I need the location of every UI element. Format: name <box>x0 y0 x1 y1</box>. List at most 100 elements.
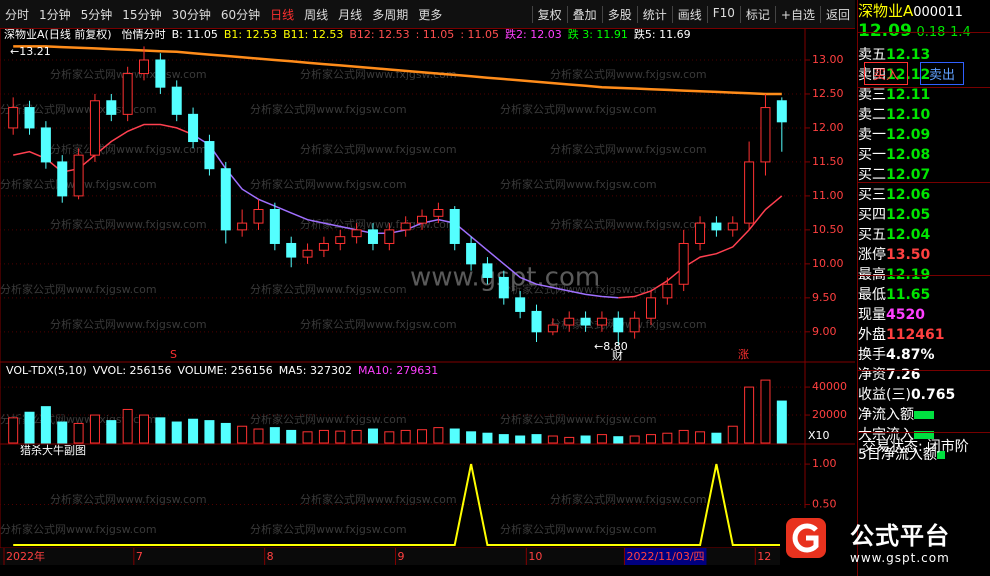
tool-button[interactable]: 多股 <box>601 5 637 23</box>
y-tick-label: 12.00 <box>812 121 844 134</box>
y-tick-label: 9.00 <box>812 325 837 338</box>
info-text: 深物业A <box>858 2 914 20</box>
candle-body <box>286 242 297 258</box>
period-tab[interactable]: 5分钟 <box>80 7 113 22</box>
legend-item: B12: 12.53 <box>349 28 409 41</box>
sep <box>858 182 990 183</box>
period-tab[interactable]: 周线 <box>304 7 329 22</box>
candle-body <box>678 242 689 285</box>
candle-body <box>269 208 280 244</box>
annotation: 涨 <box>738 348 749 361</box>
tool-button[interactable]: 统计 <box>636 5 672 23</box>
info-text: 12.09 <box>858 21 912 41</box>
volume-bar <box>139 414 150 444</box>
y-tick-label: 12.50 <box>812 87 844 100</box>
sep <box>858 32 990 33</box>
volume-bar <box>678 429 689 444</box>
volume-bar <box>400 429 411 444</box>
quote-panel: 深物业A000011 12.09-0.18-1.4 买入 卖出 卖五12.13 卖四12.… <box>850 0 990 576</box>
period-tab[interactable]: 30分钟 <box>171 7 211 22</box>
info-text: 买四 <box>858 207 886 223</box>
info-row: 涨停13.50 <box>858 244 990 264</box>
info-text: 112461 <box>886 327 945 343</box>
volume-bar <box>629 435 640 444</box>
tool-button[interactable]: 叠加 <box>566 5 602 23</box>
volume-bar <box>302 431 313 444</box>
candle-body <box>433 208 444 217</box>
period-tab[interactable]: 日线 <box>270 7 295 22</box>
candle-body <box>727 222 738 231</box>
info-row: 卖一12.09 <box>858 124 990 144</box>
info-text: 最低 <box>858 287 886 303</box>
info-row: 外盘112461 <box>858 324 990 344</box>
info-text: 买三 <box>858 187 886 203</box>
tool-button[interactable]: 画线 <box>671 5 707 23</box>
volume-bar <box>24 411 35 444</box>
candle-body <box>318 242 329 251</box>
candle-body <box>237 222 248 231</box>
candle-body <box>335 236 346 244</box>
flow-bar <box>936 451 945 459</box>
period-tab[interactable]: 15分钟 <box>122 7 162 22</box>
legend-item: B: 11.05 <box>172 28 218 41</box>
info-text: 卖五 <box>858 47 886 63</box>
legend-item: B1: 12.53 <box>224 28 277 41</box>
volume-bar <box>596 434 607 444</box>
candle-body <box>711 222 722 231</box>
watermark: 分析家公式网www.fxjgsw.com <box>300 217 457 231</box>
tool-button[interactable]: +自选 <box>774 5 820 23</box>
info-row: 最高12.19 <box>858 264 990 284</box>
candle-body <box>8 107 19 129</box>
period-tab[interactable]: 分时 <box>5 7 30 22</box>
flow-bar <box>914 411 934 419</box>
info-row: 收益(三)0.765 <box>858 384 990 404</box>
tool-button[interactable]: 复权 <box>531 5 567 23</box>
period-tab[interactable]: 更多 <box>418 7 443 22</box>
volume-bar <box>269 427 280 444</box>
info-row: 净资7.26 <box>858 364 990 384</box>
period-tab[interactable]: 60分钟 <box>220 7 261 22</box>
volume-bar <box>188 418 199 444</box>
candle-body <box>466 242 477 265</box>
info-row: 买三12.06 <box>858 184 990 204</box>
legend-item: VVOL: 256156 <box>93 364 172 377</box>
y-tick-label: 13.00 <box>812 53 844 66</box>
volume-bar <box>645 434 656 444</box>
indicator-line <box>13 463 782 546</box>
watermark: 分析家公式网www.fxjgsw.com <box>50 142 207 156</box>
tool-button[interactable]: 返回 <box>819 5 855 23</box>
watermark: 分析家公式网www.fxjgsw.com <box>250 412 407 426</box>
tool-button[interactable]: 标记 <box>739 5 775 23</box>
candle-body <box>220 168 231 231</box>
buy-button[interactable]: 买入 <box>864 62 909 85</box>
x-tick-label: 2022/11/03/四 <box>626 550 704 563</box>
candle-body <box>760 107 771 163</box>
sell-button[interactable]: 卖出 <box>920 62 965 85</box>
info-text: 000011 <box>913 5 963 20</box>
legend-item: 怡情分时 <box>122 27 166 41</box>
volume-bar <box>417 429 428 444</box>
period-tab[interactable]: 1分钟 <box>39 7 71 22</box>
volume-bar <box>613 436 624 444</box>
chart-title: 猎杀大牛副图 <box>20 443 86 457</box>
watermark: 分析家公式网www.fxjgsw.com <box>0 412 157 426</box>
info-text: 12.06 <box>886 187 931 203</box>
sep <box>858 370 990 371</box>
tool-button[interactable]: F10 <box>706 5 740 23</box>
x-tick-label: 2022年 <box>6 549 45 563</box>
info-text: 7.26 <box>886 367 921 383</box>
info-text: 12.05 <box>886 207 931 223</box>
period-tab[interactable]: 多周期 <box>372 7 409 22</box>
watermark: 分析家公式网www.fxjgsw.com <box>250 177 407 191</box>
y-tick-label: 10.00 <box>812 257 844 270</box>
watermark: 分析家公式网www.fxjgsw.com <box>0 522 157 536</box>
info-text: 收益(三) <box>858 387 911 403</box>
x-tick-label: 9 <box>398 550 405 563</box>
info-text: 11.65 <box>886 287 931 303</box>
volume-bar <box>580 435 591 444</box>
volume-bar <box>482 432 493 444</box>
logo-title: 公式平台 <box>850 522 950 550</box>
legend-item: : 11.05 <box>460 28 499 41</box>
info-row: 买二12.07 <box>858 164 990 184</box>
period-tab[interactable]: 月线 <box>338 7 363 22</box>
